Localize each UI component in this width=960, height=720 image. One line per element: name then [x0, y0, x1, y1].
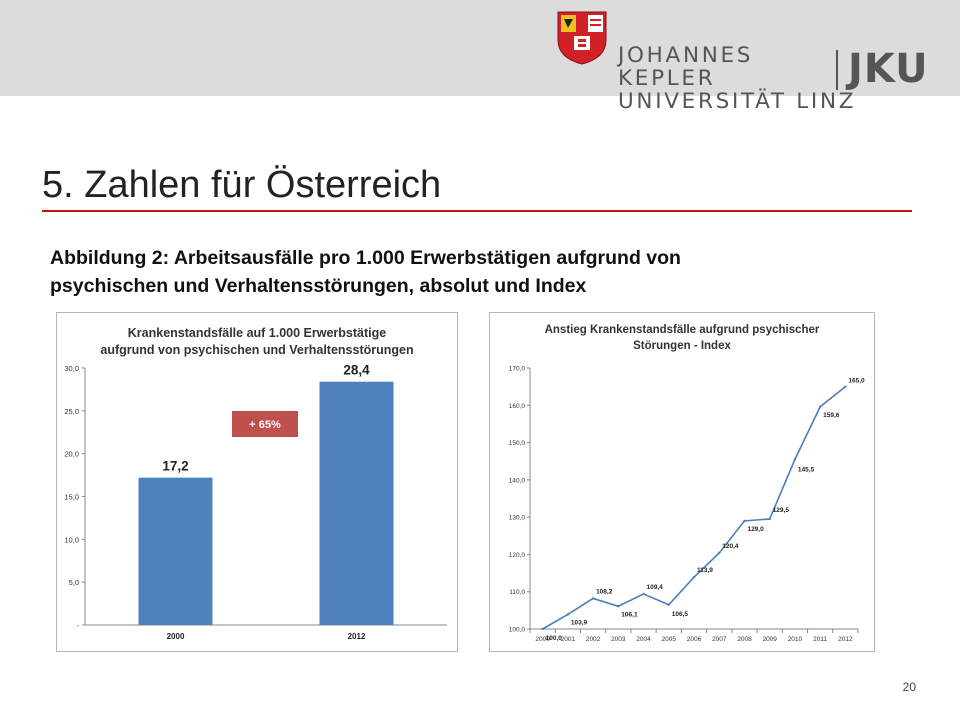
- x-tick-label: 2012: [838, 636, 853, 643]
- x-tick-label: 2000: [535, 636, 550, 643]
- y-tick-label: 100,0: [509, 627, 526, 634]
- x-tick-label: 2007: [712, 636, 727, 643]
- data-label: 106,1: [621, 611, 638, 618]
- chart-title-line-1: Krankenstandsfälle auf 1.000 Erwerbstäti…: [128, 326, 386, 340]
- data-label: 145,5: [798, 466, 815, 473]
- y-tick-label: 110,0: [509, 589, 525, 596]
- logo-divider: [836, 50, 838, 90]
- caption-line-2: psychischen und Verhaltensstörungen, abs…: [50, 275, 587, 297]
- data-point: [743, 519, 746, 523]
- data-point: [617, 605, 620, 608]
- y-tick-label: 30,0: [64, 364, 79, 373]
- data-point: [667, 603, 670, 606]
- x-tick-label: 2000: [167, 632, 185, 641]
- growth-badge-label: + 65%: [249, 419, 281, 431]
- data-point: [844, 385, 847, 388]
- data-label: 129,0: [747, 526, 764, 533]
- data-label: 120,4: [722, 543, 739, 550]
- data-point: [591, 597, 595, 600]
- data-label: 113,9: [697, 567, 713, 574]
- data-label: 100,0: [546, 635, 563, 642]
- x-tick-label: 2004: [636, 636, 651, 643]
- university-crest-icon: [557, 11, 607, 65]
- data-label: 165,0: [848, 378, 865, 385]
- bar-2000: [138, 477, 213, 625]
- university-name: JOHANNES KEPLER UNIVERSITÄT LINZ: [618, 44, 858, 113]
- data-label: 159,6: [823, 412, 840, 419]
- header-bar: JOHANNES KEPLER UNIVERSITÄT LINZ JKU: [0, 0, 960, 113]
- y-tick-label: 5,0: [69, 578, 79, 587]
- bar-chart-panel: Krankenstandsfälle auf 1.000 Erwerbstäti…: [56, 312, 458, 652]
- y-tick-label: 150,0: [509, 440, 526, 447]
- line-chart-panel: Anstieg Krankenstandsfälle aufgrund psyc…: [489, 312, 875, 652]
- chart-title-line-2: aufgrund von psychischen und Verhaltenss…: [100, 343, 413, 357]
- data-point: [818, 405, 822, 408]
- x-tick-label: 2002: [586, 636, 601, 643]
- x-tick-label: 2008: [737, 636, 752, 643]
- x-tick-label: 2009: [762, 636, 777, 643]
- data-point: [541, 627, 544, 631]
- data-point: [793, 458, 797, 461]
- x-tick-label: 2011: [813, 636, 827, 643]
- index-series-line: [542, 386, 846, 630]
- y-tick-label: 15,0: [64, 493, 79, 502]
- university-line-2: UNIVERSITÄT LINZ: [618, 89, 857, 114]
- y-tick-label: 140,0: [509, 477, 526, 484]
- page-number: 20: [902, 680, 916, 694]
- y-tick-label: 25,0: [64, 407, 79, 416]
- data-label: 106,5: [672, 611, 689, 618]
- y-tick-label: 160,0: [509, 403, 526, 410]
- x-tick-label: 2010: [788, 636, 803, 643]
- bar-2012: [319, 381, 394, 625]
- x-tick-label: 2012: [348, 632, 366, 641]
- data-point: [768, 517, 771, 521]
- y-tick-label: 170,0: [509, 366, 526, 373]
- data-point: [692, 575, 696, 579]
- chart-title-line-2: Störungen - Index: [633, 340, 731, 352]
- bar-value-label: 28,4: [343, 363, 370, 378]
- data-label: 109,4: [647, 584, 664, 591]
- university-abbreviation: JKU: [848, 46, 929, 92]
- y-tick-label: 130,0: [509, 515, 526, 522]
- data-point: [718, 551, 721, 555]
- slide-title: 5. Zahlen für Österreich: [42, 164, 442, 206]
- y-tick-label: 10,0: [64, 535, 79, 544]
- data-point: [566, 613, 570, 616]
- x-tick-label: 2006: [687, 636, 702, 643]
- caption-line-1: Abbildung 2: Arbeitsausfälle pro 1.000 E…: [50, 247, 681, 269]
- data-point: [642, 592, 645, 596]
- title-divider: [42, 210, 912, 212]
- data-label: 108,2: [596, 588, 613, 595]
- figure-caption: Abbildung 2: Arbeitsausfälle pro 1.000 E…: [50, 244, 890, 300]
- x-tick-label: 2001: [561, 636, 576, 643]
- chart-title-line-1: Anstieg Krankenstandsfälle aufgrund psyc…: [545, 324, 820, 336]
- bar-value-label: 17,2: [162, 459, 188, 474]
- bar-chart: Krankenstandsfälle auf 1.000 Erwerbstäti…: [64, 326, 447, 641]
- y-tick-label: 20,0: [64, 450, 79, 459]
- data-label: 103,9: [571, 619, 588, 626]
- university-line-1: JOHANNES KEPLER: [618, 43, 754, 91]
- data-label: 129,5: [773, 507, 790, 514]
- growth-badge: [232, 411, 298, 437]
- y-tick-label: 120,0: [509, 552, 526, 559]
- x-tick-label: 2005: [662, 636, 677, 643]
- x-tick-label: 2003: [611, 636, 626, 643]
- line-chart: Anstieg Krankenstandsfälle aufgrund psyc…: [509, 324, 865, 643]
- y-tick-label: -: [77, 621, 80, 630]
